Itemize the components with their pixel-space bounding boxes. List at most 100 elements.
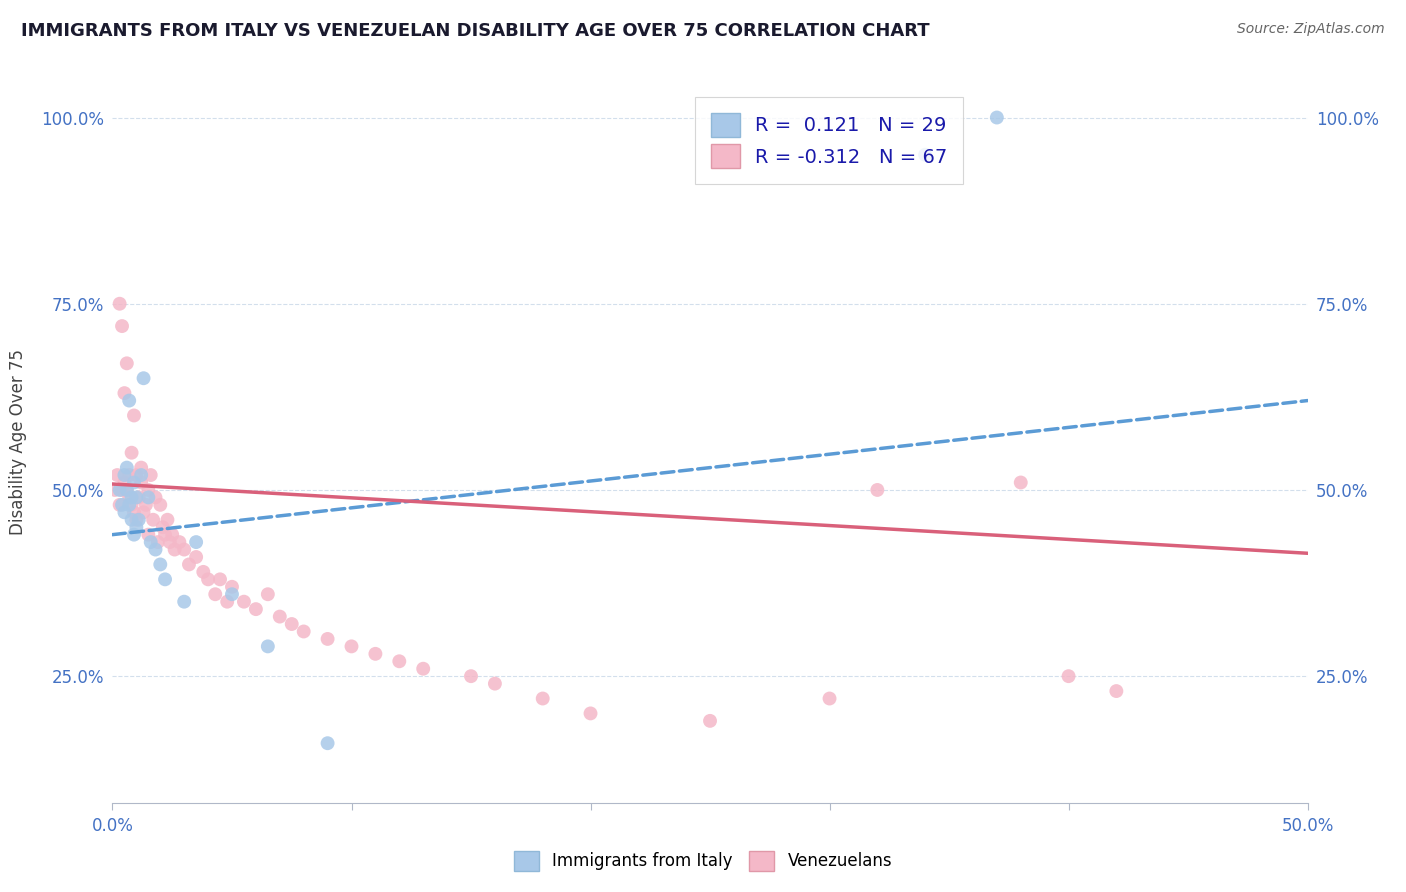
Point — [115, 483, 138, 497]
Point — [125, 491, 148, 505]
Point — [118, 393, 141, 408]
Point — [114, 386, 135, 401]
Point — [1105, 684, 1128, 698]
Point — [866, 483, 889, 497]
Point — [128, 513, 150, 527]
Point — [115, 460, 138, 475]
Point — [135, 498, 157, 512]
Point — [114, 468, 135, 483]
Point — [388, 654, 411, 668]
Legend: Immigrants from Italy, Venezuelans: Immigrants from Italy, Venezuelans — [505, 842, 901, 880]
Point — [114, 505, 135, 519]
Point — [531, 691, 554, 706]
Point — [121, 491, 143, 505]
Point — [108, 297, 131, 311]
Point — [139, 468, 162, 483]
Point — [125, 520, 148, 534]
Point — [204, 587, 226, 601]
Point — [173, 542, 195, 557]
Point — [114, 475, 135, 490]
Point — [108, 498, 131, 512]
Point — [340, 640, 363, 654]
Point — [145, 542, 167, 557]
Point — [152, 520, 174, 534]
Point — [111, 319, 134, 334]
Point — [169, 535, 191, 549]
Point — [118, 498, 141, 512]
Point — [128, 491, 150, 505]
Point — [118, 491, 141, 505]
Point — [153, 527, 176, 541]
Point — [149, 558, 172, 572]
Point — [316, 736, 339, 750]
Point — [579, 706, 602, 721]
Point — [122, 475, 145, 490]
Point — [193, 565, 215, 579]
Point — [163, 542, 186, 557]
Point — [245, 602, 267, 616]
Point — [257, 640, 280, 654]
Point — [221, 587, 243, 601]
Point — [138, 491, 160, 505]
Point — [269, 609, 291, 624]
Point — [125, 468, 148, 483]
Point — [186, 549, 208, 564]
Point — [153, 572, 176, 586]
Point — [699, 714, 721, 728]
Point — [162, 527, 183, 541]
Point — [121, 513, 143, 527]
Point — [986, 111, 1008, 125]
Point — [914, 148, 936, 162]
Point — [138, 483, 160, 497]
Point — [316, 632, 339, 646]
Point — [129, 468, 152, 483]
Point — [129, 460, 152, 475]
Point — [173, 595, 195, 609]
Point — [221, 580, 243, 594]
Point — [146, 535, 169, 549]
Point — [292, 624, 315, 639]
Point — [125, 513, 148, 527]
Point — [122, 527, 145, 541]
Y-axis label: Disability Age Over 75: Disability Age Over 75 — [10, 349, 27, 534]
Point — [145, 491, 167, 505]
Point — [115, 356, 138, 370]
Point — [105, 468, 128, 483]
Point — [460, 669, 482, 683]
Legend: R =  0.121   N = 29, R = -0.312   N = 67: R = 0.121 N = 29, R = -0.312 N = 67 — [695, 97, 963, 184]
Point — [156, 513, 179, 527]
Point — [281, 617, 304, 632]
Point — [139, 535, 162, 549]
Point — [121, 498, 143, 512]
Point — [364, 647, 387, 661]
Point — [484, 676, 506, 690]
Point — [108, 483, 131, 497]
Point — [186, 535, 208, 549]
Point — [217, 595, 239, 609]
Text: IMMIGRANTS FROM ITALY VS VENEZUELAN DISABILITY AGE OVER 75 CORRELATION CHART: IMMIGRANTS FROM ITALY VS VENEZUELAN DISA… — [21, 22, 929, 40]
Point — [111, 498, 134, 512]
Point — [257, 587, 280, 601]
Point — [149, 498, 172, 512]
Point — [142, 513, 165, 527]
Point — [138, 527, 160, 541]
Point — [129, 475, 152, 490]
Point — [115, 483, 138, 497]
Point — [209, 572, 232, 586]
Point — [122, 409, 145, 423]
Point — [233, 595, 256, 609]
Point — [122, 505, 145, 519]
Point — [159, 535, 181, 549]
Point — [118, 468, 141, 483]
Point — [121, 446, 143, 460]
Point — [132, 505, 155, 519]
Point — [197, 572, 219, 586]
Point — [1010, 475, 1032, 490]
Point — [818, 691, 841, 706]
Point — [412, 662, 434, 676]
Text: Source: ZipAtlas.com: Source: ZipAtlas.com — [1237, 22, 1385, 37]
Point — [177, 558, 200, 572]
Point — [104, 483, 127, 497]
Point — [132, 371, 155, 385]
Point — [1057, 669, 1080, 683]
